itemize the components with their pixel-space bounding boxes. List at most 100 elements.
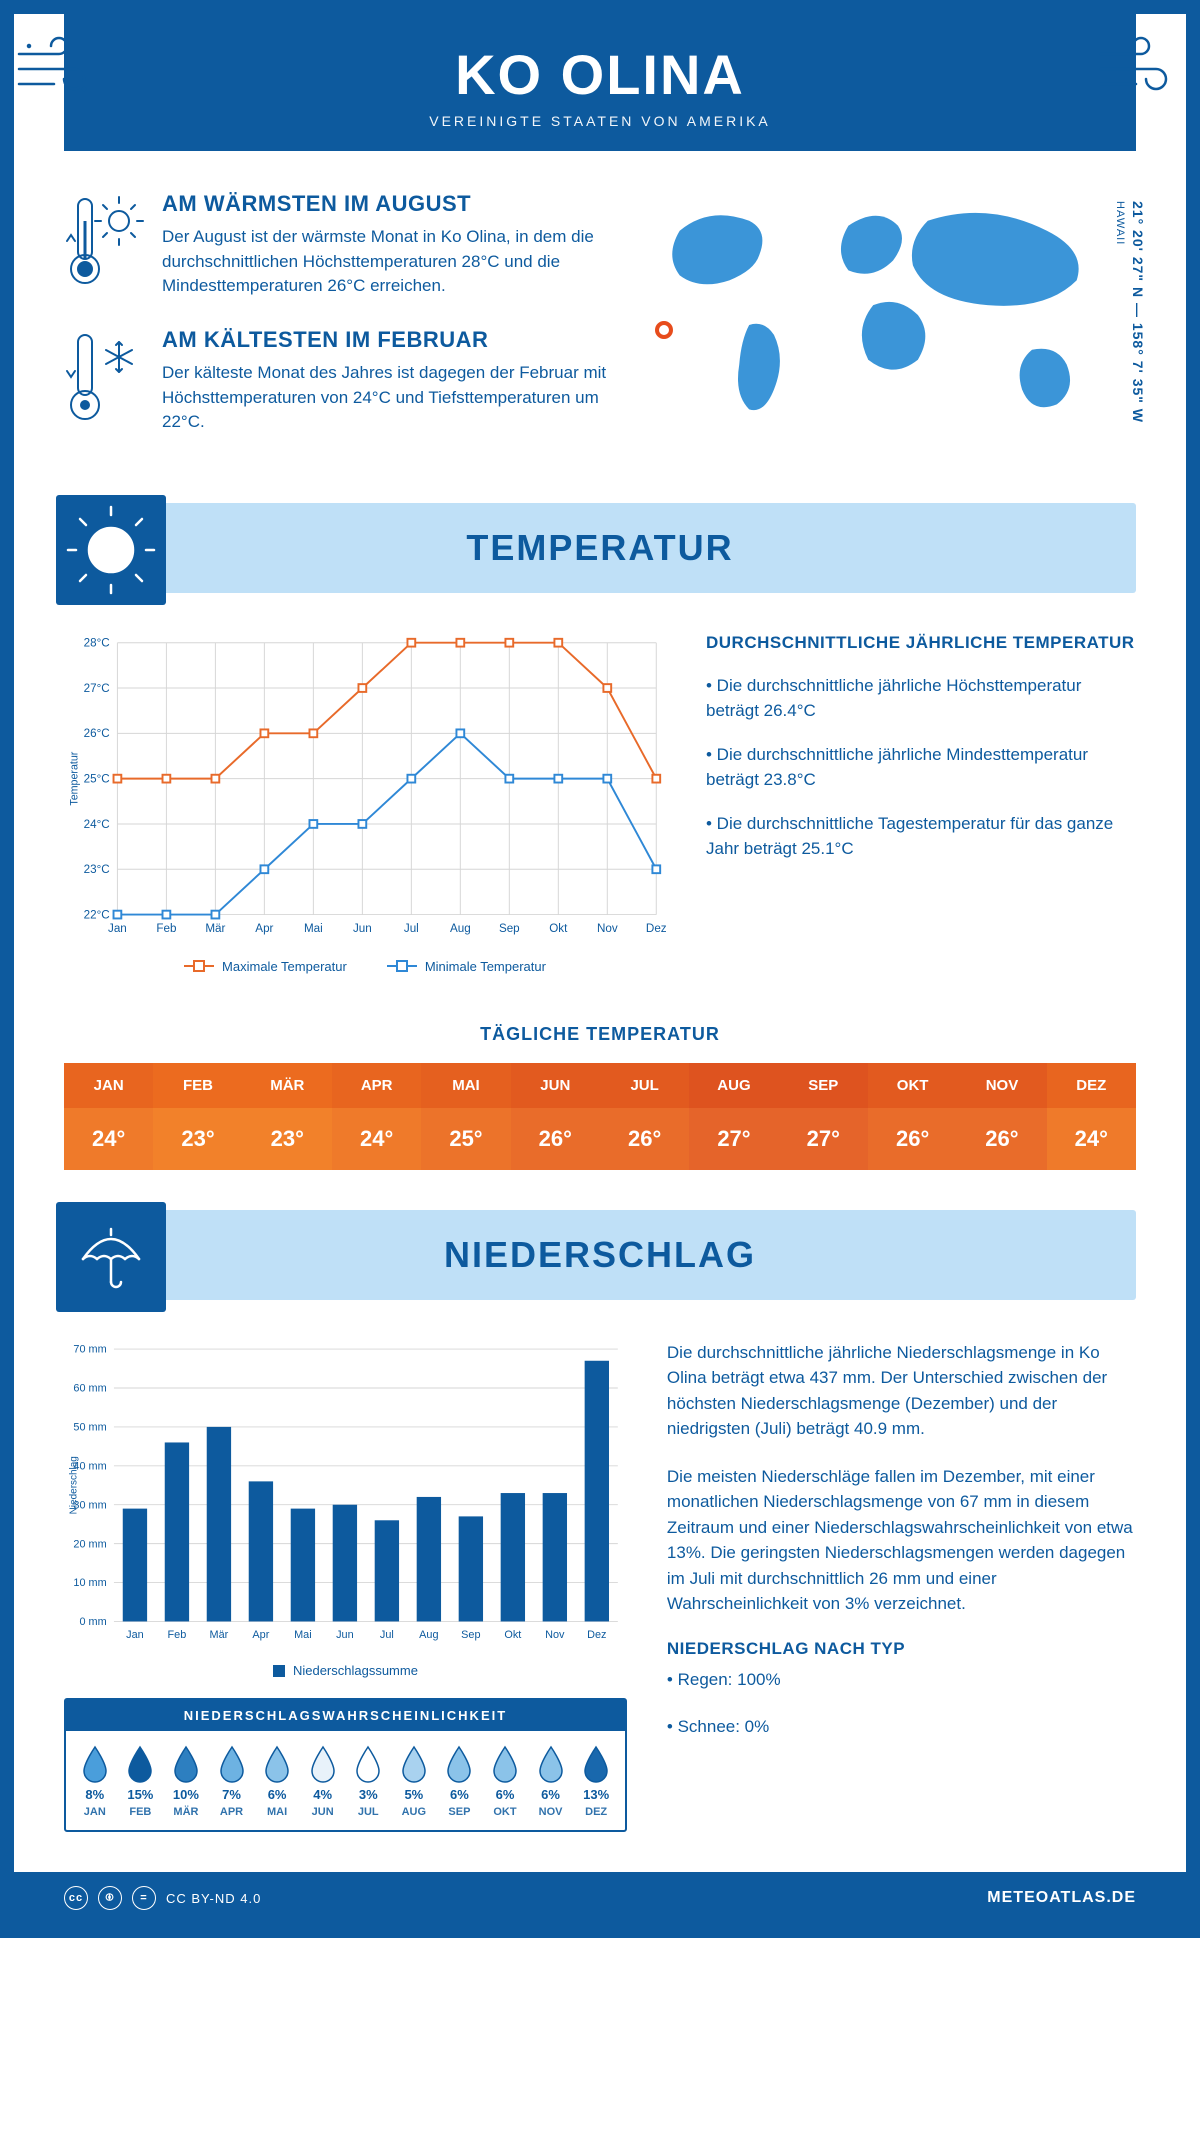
probability-cell: 10%MÄR — [163, 1745, 209, 1818]
svg-text:Okt: Okt — [549, 922, 568, 935]
daily-temp-title: TÄGLICHE TEMPERATUR — [14, 1024, 1186, 1045]
svg-text:Feb: Feb — [156, 922, 176, 935]
probability-cell: 15%FEB — [118, 1745, 164, 1818]
license-text: CC BY-ND 4.0 — [166, 1891, 261, 1906]
svg-text:60 mm: 60 mm — [73, 1382, 106, 1394]
annual-temp-bullet: • Die durchschnittliche jährliche Mindes… — [706, 742, 1136, 793]
svg-text:Jan: Jan — [108, 922, 127, 935]
by-icon: 🅯 — [98, 1886, 122, 1910]
precipitation-title: NIEDERSCHLAG — [64, 1234, 1136, 1276]
svg-text:Jul: Jul — [380, 1628, 394, 1640]
probability-cell: 4%JUN — [300, 1745, 346, 1818]
probability-cell: 13%DEZ — [573, 1745, 619, 1818]
sun-icon — [56, 495, 166, 605]
temperature-title: TEMPERATUR — [64, 527, 1136, 569]
probability-cell: 6%MAI — [254, 1745, 300, 1818]
warmest-title: AM WÄRMSTEN IM AUGUST — [162, 191, 610, 217]
temperature-legend: Maximale Temperatur Minimale Temperatur — [64, 959, 666, 974]
raindrop-icon — [581, 1745, 611, 1783]
umbrella-icon — [56, 1202, 166, 1312]
temperature-line-chart: 22°C23°C24°C25°C26°C27°C28°CJanFebMärApr… — [64, 633, 666, 974]
wind-icon — [1096, 34, 1186, 109]
precipitation-legend: Niederschlagssumme — [64, 1663, 627, 1678]
cc-icon: cc — [64, 1886, 88, 1910]
raindrop-icon — [171, 1745, 201, 1783]
warmest-block: AM WÄRMSTEN IM AUGUST Der August ist der… — [64, 191, 610, 299]
svg-text:24°C: 24°C — [84, 818, 110, 831]
svg-text:23°C: 23°C — [84, 863, 110, 876]
daily-temp-table: JANFEBMÄRAPRMAIJUNJULAUGSEPOKTNOVDEZ 24°… — [64, 1063, 1136, 1170]
thermometer-sun-icon — [64, 191, 144, 299]
precipitation-by-type-item: • Schnee: 0% — [667, 1714, 1136, 1740]
raindrop-icon — [125, 1745, 155, 1783]
page-header: KO OLINA VEREINIGTE STAATEN VON AMERIKA — [64, 14, 1136, 151]
precipitation-probability-box: NIEDERSCHLAGSWAHRSCHEINLICHKEIT 8%JAN 15… — [64, 1698, 627, 1832]
raindrop-icon — [308, 1745, 338, 1783]
svg-text:10 mm: 10 mm — [73, 1577, 106, 1589]
page-title: KO OLINA — [64, 42, 1136, 107]
svg-text:Niederschlag: Niederschlag — [69, 1456, 80, 1514]
svg-text:26°C: 26°C — [84, 727, 110, 740]
svg-text:Okt: Okt — [504, 1628, 521, 1640]
svg-text:Jul: Jul — [404, 922, 419, 935]
precipitation-by-type-title: NIEDERSCHLAG NACH TYP — [667, 1639, 1136, 1659]
coordinates: 21° 20' 27" N — 158° 7' 35" W — [1130, 201, 1146, 423]
raindrop-icon — [80, 1745, 110, 1783]
svg-text:Dez: Dez — [587, 1628, 606, 1640]
wind-icon — [14, 34, 104, 109]
probability-cell: 8%JAN — [72, 1745, 118, 1818]
raindrop-icon — [262, 1745, 292, 1783]
svg-text:25°C: 25°C — [84, 772, 110, 785]
probability-cell: 5%AUG — [391, 1745, 437, 1818]
precipitation-paragraph: Die durchschnittliche jährliche Niedersc… — [667, 1340, 1136, 1442]
precipitation-paragraph: Die meisten Niederschläge fallen im Deze… — [667, 1464, 1136, 1617]
coldest-title: AM KÄLTESTEN IM FEBRUAR — [162, 327, 610, 353]
svg-text:Aug: Aug — [450, 922, 471, 935]
svg-text:Nov: Nov — [597, 922, 618, 935]
svg-text:Mai: Mai — [304, 922, 323, 935]
probability-title: NIEDERSCHLAGSWAHRSCHEINLICHKEIT — [66, 1700, 625, 1731]
svg-text:Apr: Apr — [252, 1628, 269, 1640]
svg-text:20 mm: 20 mm — [73, 1538, 106, 1550]
annual-temp-bullet: • Die durchschnittliche jährliche Höchst… — [706, 673, 1136, 724]
svg-text:Sep: Sep — [461, 1628, 480, 1640]
svg-text:Aug: Aug — [419, 1628, 438, 1640]
svg-text:0 mm: 0 mm — [79, 1616, 106, 1628]
raindrop-icon — [399, 1745, 429, 1783]
page-subtitle: VEREINIGTE STAATEN VON AMERIKA — [64, 113, 1136, 129]
raindrop-icon — [490, 1745, 520, 1783]
svg-text:Nov: Nov — [545, 1628, 565, 1640]
probability-cell: 6%OKT — [482, 1745, 528, 1818]
svg-text:Sep: Sep — [499, 922, 520, 935]
svg-text:Jun: Jun — [353, 922, 372, 935]
svg-text:Jun: Jun — [336, 1628, 354, 1640]
raindrop-icon — [353, 1745, 383, 1783]
svg-text:28°C: 28°C — [84, 636, 110, 649]
probability-cell: 6%NOV — [528, 1745, 574, 1818]
region-label: HAWAII — [1114, 201, 1126, 245]
precipitation-by-type-item: • Regen: 100% — [667, 1667, 1136, 1693]
warmest-text: Der August ist der wärmste Monat in Ko O… — [162, 225, 610, 299]
probability-cell: 3%JUL — [345, 1745, 391, 1818]
svg-text:Jan: Jan — [126, 1628, 144, 1640]
svg-text:Feb: Feb — [168, 1628, 187, 1640]
raindrop-icon — [217, 1745, 247, 1783]
svg-text:70 mm: 70 mm — [73, 1343, 106, 1355]
probability-cell: 6%SEP — [437, 1745, 483, 1818]
annual-temp-bullet: • Die durchschnittliche Tagestemperatur … — [706, 811, 1136, 862]
coldest-block: AM KÄLTESTEN IM FEBRUAR Der kälteste Mon… — [64, 327, 610, 435]
svg-text:Mai: Mai — [294, 1628, 312, 1640]
svg-text:50 mm: 50 mm — [73, 1421, 106, 1433]
thermometer-snow-icon — [64, 327, 144, 435]
annual-temp-title: DURCHSCHNITTLICHE JÄHRLICHE TEMPERATUR — [706, 633, 1136, 653]
svg-text:Temperatur: Temperatur — [69, 751, 81, 805]
precipitation-bar-chart: 0 mm10 mm20 mm30 mm40 mm50 mm60 mm70 mmJ… — [64, 1340, 627, 1679]
raindrop-icon — [444, 1745, 474, 1783]
precipitation-section-header: NIEDERSCHLAG — [64, 1210, 1136, 1300]
svg-text:27°C: 27°C — [84, 682, 110, 695]
svg-text:Mär: Mär — [205, 922, 225, 935]
world-map: HAWAII 21° 20' 27" N — 158° 7' 35" W — [640, 191, 1136, 463]
brand-name: METEOATLAS.DE — [987, 1889, 1136, 1907]
probability-cell: 7%APR — [209, 1745, 255, 1818]
svg-text:Apr: Apr — [255, 922, 273, 935]
